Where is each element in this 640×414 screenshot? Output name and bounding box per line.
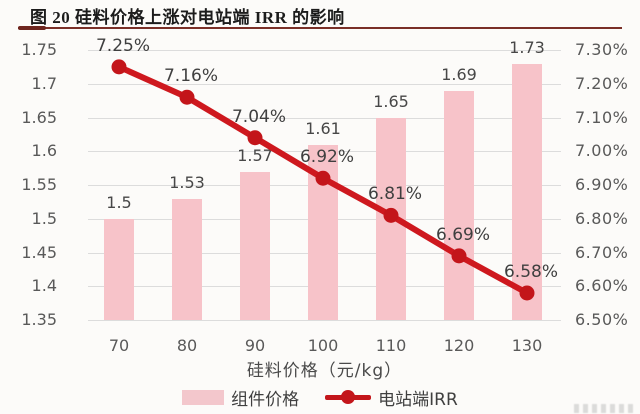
title-divider [18,27,622,29]
left-axis-tick-label: 1.5 [31,208,57,228]
gridline [88,50,561,51]
line-value-label: 6.69% [435,224,490,245]
left-axis-tick-label: 1.6 [31,141,57,161]
bar [172,198,202,320]
left-axis-tick-label: 1.65 [21,107,57,127]
left-axis-tick-label: 1.7 [31,73,57,93]
x-axis-tick-label: 80 [176,336,198,355]
right-axis-tick-label: 7.30% [575,40,629,59]
chart-title: 图 20 硅料价格上涨对电站端 IRR 的影响 [30,8,345,27]
left-axis-tick-label: 1.75 [21,40,57,59]
x-axis-tick-label: 90 [244,336,266,355]
legend-label-bar-series: 组件价格 [231,390,300,410]
x-axis-title: 硅料价格（元/kg） [246,361,403,381]
right-axis-tick-label: 6.80% [575,208,629,228]
gridline [88,117,561,119]
bar-value-label: 1.69 [441,64,477,84]
bar-value-label: 1.73 [509,37,545,57]
bar [512,63,542,320]
line-value-label: 7.16% [163,66,218,87]
right-axis-tick-label: 7.00% [575,141,629,161]
left-axis-tick-label: 1.4 [31,276,57,296]
x-axis-tick-label: 100 [307,336,339,355]
x-axis-tick-label: 70 [108,336,130,355]
left-axis-tick-label: 1.55 [21,175,57,194]
bar-value-label: 1.57 [237,145,273,165]
title-divider-accent [18,26,46,30]
right-axis-tick-label: 6.60% [575,276,629,296]
right-axis-tick-label: 6.50% [575,310,629,329]
watermark [574,404,636,413]
bar [104,218,134,320]
line-value-label: 6.92% [299,147,354,168]
bar [240,171,270,320]
legend-item-bar-series: 组件价格 [182,385,299,410]
right-axis-tick-label: 6.70% [575,242,629,262]
bar-series-swatch-icon [182,390,225,405]
line-value-label: 7.04% [231,106,286,127]
line-value-label: 6.81% [367,184,422,205]
x-axis-tick-label: 120 [443,336,475,355]
left-axis-tick-label: 1.45 [21,242,57,262]
right-axis-tick-label: 7.20% [575,73,629,93]
bar-value-label: 1.53 [169,172,205,192]
line-series-marker-icon [325,390,372,405]
left-axis-tick-label: 1.35 [21,310,57,329]
right-axis-tick-label: 6.90% [575,175,629,194]
gridline [88,320,561,321]
line-value-label: 6.58% [503,262,558,282]
legend-item-line-series: 电站端IRR [325,385,458,410]
x-axis-tick-label: 110 [375,336,407,355]
legend-label-line-series: 电站端IRR [378,390,458,410]
line-value-label: 7.25% [95,35,150,56]
bar-value-label: 1.5 [106,192,132,212]
x-axis-tick-label: 130 [511,336,543,355]
bar [444,90,474,320]
right-axis-tick-label: 7.10% [575,107,629,127]
bar-value-label: 1.65 [373,91,409,111]
bar-value-label: 1.61 [305,118,341,138]
gridline [88,83,561,85]
legend: 组件价格 电站端IRR [0,385,640,410]
